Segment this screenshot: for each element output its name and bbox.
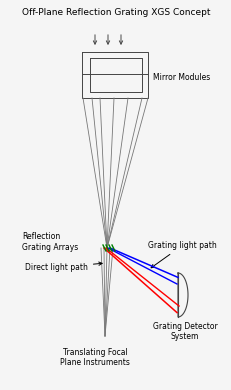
- Text: Grating Detector
System: Grating Detector System: [152, 322, 216, 341]
- Text: Reflection
Grating Arrays: Reflection Grating Arrays: [22, 232, 78, 252]
- Text: Direct light path: Direct light path: [25, 262, 102, 272]
- Text: Grating light path: Grating light path: [147, 241, 216, 268]
- Text: Translating Focal
Plane Instruments: Translating Focal Plane Instruments: [60, 348, 129, 367]
- Text: Off-Plane Reflection Grating XGS Concept: Off-Plane Reflection Grating XGS Concept: [22, 8, 209, 17]
- Text: Mirror Modules: Mirror Modules: [152, 73, 209, 83]
